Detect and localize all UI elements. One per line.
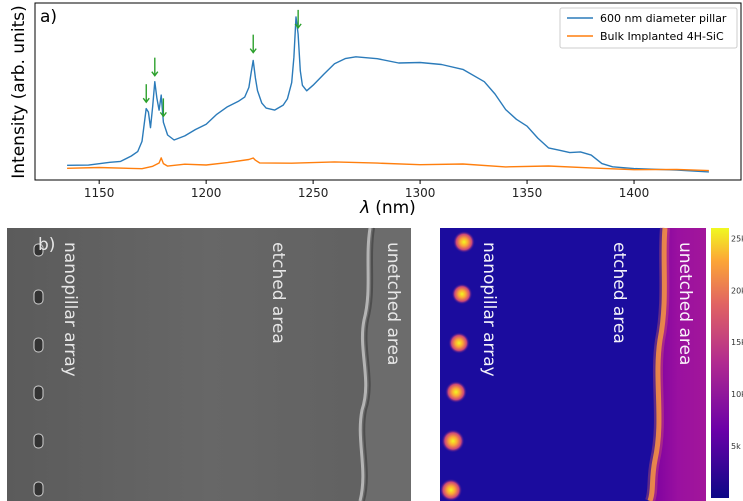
pillar-spot (441, 429, 465, 453)
pillar-emission-spots (439, 230, 476, 501)
spectrum-chart: a) 1150 1200 1250 1300 1350 1400 Intensity (a… (9, 2, 742, 218)
x-tick-label: 1350 (512, 186, 543, 200)
colorbar-tick-label: 20k (731, 286, 743, 295)
colorbar-tick-label: 10k (731, 390, 743, 399)
x-tick-label: 1200 (191, 186, 222, 200)
colorbar-tick-label: 5k (731, 442, 741, 451)
peak-arrow (294, 9, 302, 30)
sem-label-unetched-area: unetched area (383, 242, 403, 365)
sem-label-nanopillar-array: nanopillar array (60, 242, 80, 377)
peak-arrows (142, 9, 302, 118)
colorbar-tick-label: 15k (731, 338, 743, 347)
pl-label-etched-area: etched area (609, 242, 629, 344)
series-line-bulk (67, 157, 709, 172)
x-tick-label: 1250 (298, 186, 329, 200)
series-line-pillar (67, 16, 709, 173)
x-tick-label: 1400 (619, 186, 650, 200)
pillar-spot (452, 230, 476, 254)
peak-arrow (151, 57, 159, 77)
sem-image: b) nanopillar array etched area unetched… (7, 227, 411, 501)
pl-label-nanopillar-array: nanopillar array (479, 242, 499, 377)
legend: 600 nm diameter pillar Bulk Implanted 4H… (559, 7, 738, 49)
pillar-spot (444, 380, 468, 404)
legend-label-pillar: 600 nm diameter pillar (600, 12, 727, 25)
colorbar-tick-label: 25k (731, 234, 743, 243)
x-tick-label: 1150 (84, 186, 115, 200)
y-axis-label: Intensity (arb. units) (9, 5, 29, 178)
pl-heatmap: nanopillar array etched area unetched ar… (439, 227, 743, 501)
pillar-spot (451, 283, 473, 305)
pl-label-unetched-area: unetched area (675, 242, 695, 365)
pillar-spot (439, 478, 463, 501)
unetched-region (650, 228, 706, 501)
panel-label-a: a) (40, 7, 57, 27)
colorbar (711, 228, 729, 498)
x-axis-label: λ (nm) (359, 198, 416, 218)
edge-emission (647, 227, 668, 501)
pillar-spot (448, 332, 470, 354)
panel-label-b: b) (38, 235, 55, 255)
etch-boundary (360, 228, 411, 501)
nanopillars (33, 243, 44, 497)
peak-arrow (142, 84, 150, 104)
peak-arrow (249, 34, 257, 54)
legend-label-bulk: Bulk Implanted 4H-SiC (600, 30, 724, 43)
sem-label-etched-area: etched area (268, 242, 288, 344)
peak-arrow (159, 98, 167, 118)
x-tick-label: 1300 (405, 186, 436, 200)
series-lines (67, 16, 709, 173)
colorbar-ticks: 25k 20k 15k 10k 5k (731, 234, 743, 451)
x-axis-ticks: 1150 1200 1250 1300 1350 1400 (84, 180, 649, 200)
